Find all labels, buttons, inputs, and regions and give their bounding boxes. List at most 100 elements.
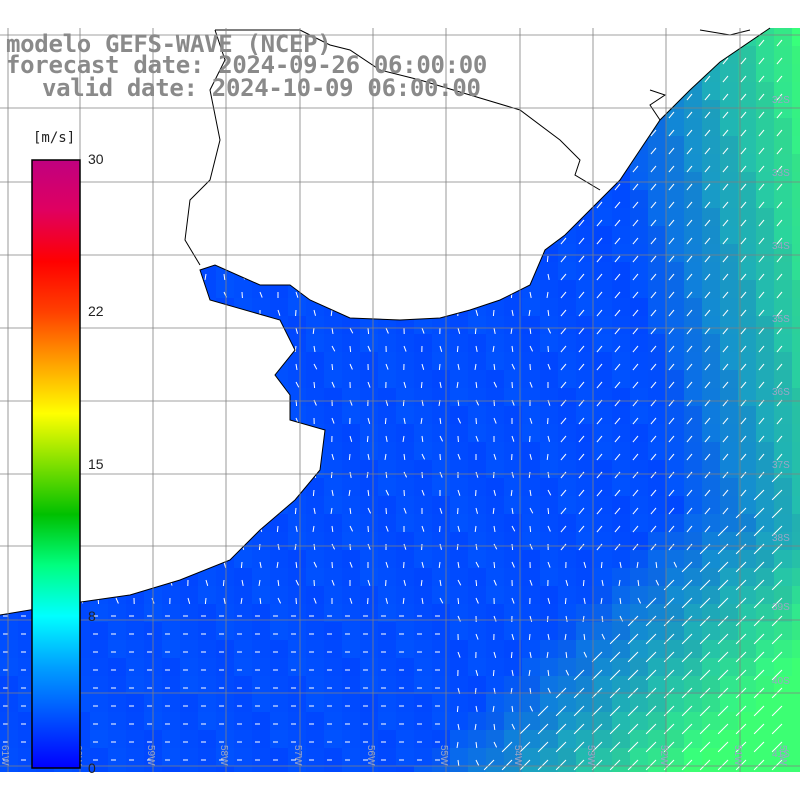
wind-cell <box>774 46 792 64</box>
wind-arrow <box>650 273 657 281</box>
coordinate-labels: 32S33S34S35S36S37S38S39S40S41S61W60W59W5… <box>0 95 790 766</box>
wind-arrow <box>614 255 621 263</box>
wind-cell <box>396 550 414 568</box>
wind-arrow <box>547 435 550 442</box>
wind-cell <box>792 154 800 172</box>
wind-cell <box>180 694 198 712</box>
wind-cell <box>576 694 594 712</box>
wind-arrow <box>704 129 711 137</box>
wind-cell <box>630 640 648 658</box>
wind-cell <box>756 730 774 748</box>
wind-cell <box>630 424 648 442</box>
wind-cell <box>720 658 738 676</box>
wind-cell <box>774 226 792 244</box>
wind-arrow <box>511 597 515 604</box>
wind-cell <box>558 604 576 622</box>
wind-cell <box>612 352 630 370</box>
wind-cell <box>324 370 342 388</box>
wind-cell <box>648 298 666 316</box>
wind-cell <box>432 622 450 640</box>
wind-cell <box>252 622 270 640</box>
wind-arrow <box>547 561 551 568</box>
wind-arrow <box>475 633 479 640</box>
wind-arrow <box>510 489 513 496</box>
wind-cell <box>522 424 540 442</box>
wind-arrow <box>295 561 298 568</box>
wind-cell <box>270 514 288 532</box>
wind-arrow <box>776 93 783 101</box>
wind-arrow <box>578 489 585 497</box>
wind-cell <box>432 532 450 550</box>
wind-cell <box>612 280 630 298</box>
wind-arrow <box>546 453 549 460</box>
wind-arrow <box>776 363 783 371</box>
wind-arrow <box>717 741 729 753</box>
wind-cell <box>576 244 594 262</box>
wind-cell <box>0 730 18 748</box>
wind-arrow <box>758 39 765 47</box>
wind-cell <box>738 316 756 334</box>
wind-cell <box>558 586 576 604</box>
longitude-label: 56W <box>365 745 376 766</box>
wind-arrow <box>758 345 765 353</box>
wind-cell <box>630 694 648 712</box>
wind-arrow <box>650 219 657 227</box>
wind-arrow <box>776 309 783 317</box>
wind-cell <box>540 568 558 586</box>
wind-arrow <box>758 291 765 299</box>
wind-cell <box>540 640 558 658</box>
wind-arrow <box>456 741 459 748</box>
wind-arrow <box>331 525 334 532</box>
wind-arrow <box>686 363 693 371</box>
wind-cell <box>180 604 198 622</box>
wind-cell <box>288 316 306 334</box>
wind-cell <box>540 478 558 496</box>
wind-cell <box>504 352 522 370</box>
wind-cell <box>684 298 702 316</box>
wind-cell <box>756 280 774 298</box>
wind-arrow <box>776 201 783 209</box>
wind-cell <box>396 406 414 424</box>
wind-cell <box>792 712 800 730</box>
wind-cell <box>432 640 450 658</box>
wind-cell <box>684 712 702 730</box>
wind-arrow <box>475 741 478 748</box>
wind-arrow <box>537 759 549 771</box>
wind-arrow <box>493 489 496 496</box>
wind-arrow <box>511 705 514 712</box>
wind-arrow <box>565 615 568 622</box>
wind-cell <box>342 442 360 460</box>
wind-cell <box>756 154 774 172</box>
wind-cell <box>504 712 522 730</box>
wind-cell <box>684 730 702 748</box>
wind-arrow <box>681 651 693 663</box>
wind-arrow <box>758 219 765 227</box>
wind-arrow <box>753 507 765 519</box>
wind-cell <box>630 442 648 460</box>
wind-cell <box>324 712 342 730</box>
wind-arrow <box>776 183 783 191</box>
wind-arrow <box>511 345 514 352</box>
wind-cell <box>792 172 800 190</box>
wind-cell <box>666 550 684 568</box>
wind-cell <box>342 694 360 712</box>
wind-arrow <box>614 309 621 317</box>
wind-cell <box>756 604 774 622</box>
wind-arrow <box>529 417 533 424</box>
wind-arrow <box>717 723 729 735</box>
wind-arrow <box>573 705 585 717</box>
wind-arrow <box>771 507 783 519</box>
wind-cell <box>360 496 378 514</box>
wind-arrow <box>681 759 693 771</box>
wind-arrow <box>735 579 747 591</box>
wind-cell <box>522 460 540 478</box>
wind-arrow <box>591 669 603 681</box>
wind-arrow <box>546 291 549 298</box>
wind-cell <box>234 622 252 640</box>
wind-cell <box>450 694 468 712</box>
wind-cell <box>378 676 396 694</box>
wind-cell <box>792 244 800 262</box>
wind-cell <box>468 730 486 748</box>
wind-arrow <box>704 507 711 515</box>
wind-arrow <box>609 669 621 681</box>
